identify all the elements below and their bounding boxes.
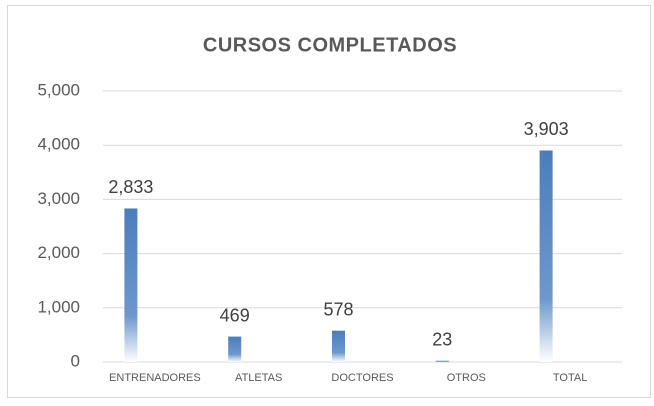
bar bbox=[124, 208, 138, 362]
value-label: 2,833 bbox=[108, 177, 153, 197]
x-tick-label: ATLETAS bbox=[235, 372, 282, 384]
y-tick-label: 2,000 bbox=[37, 243, 80, 262]
chart-border bbox=[7, 5, 651, 398]
bar bbox=[228, 336, 242, 362]
y-tick-label: 4,000 bbox=[37, 135, 80, 154]
value-label: 23 bbox=[432, 330, 452, 350]
y-tick-label: 0 bbox=[71, 351, 80, 370]
x-tick-label: OTROS bbox=[447, 372, 486, 384]
bar bbox=[435, 360, 449, 362]
y-tick-label: 3,000 bbox=[37, 189, 80, 208]
value-label: 3,903 bbox=[524, 119, 569, 139]
x-tick-label: DOCTORES bbox=[331, 372, 393, 384]
bar bbox=[332, 330, 345, 362]
x-tick-label: TOTAL bbox=[553, 372, 587, 384]
bar bbox=[539, 150, 553, 362]
chart-title: CURSOS COMPLETADOS bbox=[203, 34, 457, 56]
value-label: 578 bbox=[323, 299, 353, 319]
y-tick-label: 5,000 bbox=[37, 80, 80, 99]
x-tick-label: ENTRENADORES bbox=[109, 372, 201, 384]
y-tick-label: 1,000 bbox=[37, 297, 80, 316]
value-label: 469 bbox=[220, 305, 250, 325]
